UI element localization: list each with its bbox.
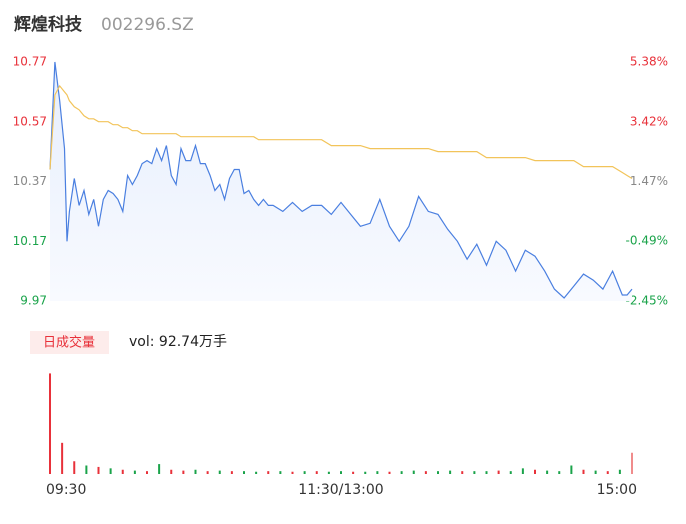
price-area — [50, 62, 632, 301]
stock-name: 辉煌科技 — [14, 14, 83, 35]
volume-bar — [109, 468, 112, 474]
y-tick-label: 10.57 — [13, 114, 47, 128]
stock-code: 002296.SZ — [101, 15, 194, 35]
volume-bar — [255, 471, 258, 474]
volume-bar — [73, 461, 76, 474]
y2-tick-label: 3.42% — [630, 114, 668, 128]
volume-bar — [497, 470, 500, 474]
y-tick-label: 10.37 — [13, 174, 47, 188]
volume-bar — [133, 470, 136, 474]
volume-bar — [400, 471, 403, 474]
volume-bar — [121, 469, 124, 474]
volume-bar — [412, 470, 415, 474]
y2-tick-label: 5.38% — [630, 55, 668, 69]
y2-tick-label: -0.49% — [626, 234, 668, 248]
volume-bar — [558, 471, 561, 474]
volume-bar — [97, 466, 100, 474]
volume-bar — [461, 471, 464, 474]
volume-bar — [327, 471, 330, 474]
x-tick-label: 09:30 — [46, 482, 86, 498]
average-line — [49, 84, 633, 180]
volume-bar — [364, 471, 367, 474]
volume-bar — [352, 471, 355, 474]
y-tick-label: 10.77 — [13, 55, 47, 69]
volume-bar — [424, 471, 427, 474]
volume-bar — [449, 470, 452, 474]
volume-bar — [194, 469, 197, 474]
volume-bar — [206, 471, 209, 474]
price-line — [49, 61, 633, 299]
y2-tick-label: 1.47% — [630, 174, 668, 188]
volume-bar — [49, 373, 51, 474]
x-tick-label: 15:00 — [597, 482, 637, 498]
volume-bar — [279, 471, 282, 474]
volume-bar — [631, 452, 633, 474]
volume-bar — [618, 469, 621, 474]
volume-bar — [291, 471, 294, 474]
volume-bar — [158, 464, 161, 474]
volume-bar — [594, 470, 597, 474]
volume-label-bg — [30, 331, 109, 354]
volume-bar — [546, 470, 549, 474]
volume-bar — [85, 465, 88, 474]
volume-bar — [606, 471, 609, 474]
volume-bar — [61, 442, 64, 474]
volume-bar — [243, 471, 245, 474]
y-tick-label: 9.97 — [20, 294, 47, 308]
volume-bar — [570, 465, 573, 474]
volume-bar — [182, 470, 185, 474]
volume-bar — [230, 471, 233, 474]
volume-bar — [376, 471, 379, 474]
y-tick-label: 10.17 — [13, 234, 47, 248]
volume-bar — [170, 469, 173, 474]
volume-bar — [509, 471, 512, 474]
volume-annotation: vol: 92.74万手 — [129, 334, 227, 350]
volume-bar — [437, 471, 439, 474]
y2-tick-label: -2.45% — [626, 294, 668, 308]
volume-bar — [388, 471, 391, 474]
volume-bar — [521, 468, 524, 474]
volume-bar — [315, 471, 318, 474]
volume-title: 日成交量 — [43, 335, 95, 351]
volume-bar — [267, 471, 270, 474]
volume-bar — [582, 469, 585, 474]
volume-bar — [473, 471, 476, 474]
volume-bar — [146, 471, 148, 474]
volume-bar — [218, 470, 221, 474]
volume-bar — [534, 469, 536, 474]
volume-bar — [485, 471, 488, 474]
volume-bar — [303, 471, 306, 474]
x-tick-label: 11:30/13:00 — [298, 482, 383, 498]
volume-bar — [340, 471, 342, 474]
